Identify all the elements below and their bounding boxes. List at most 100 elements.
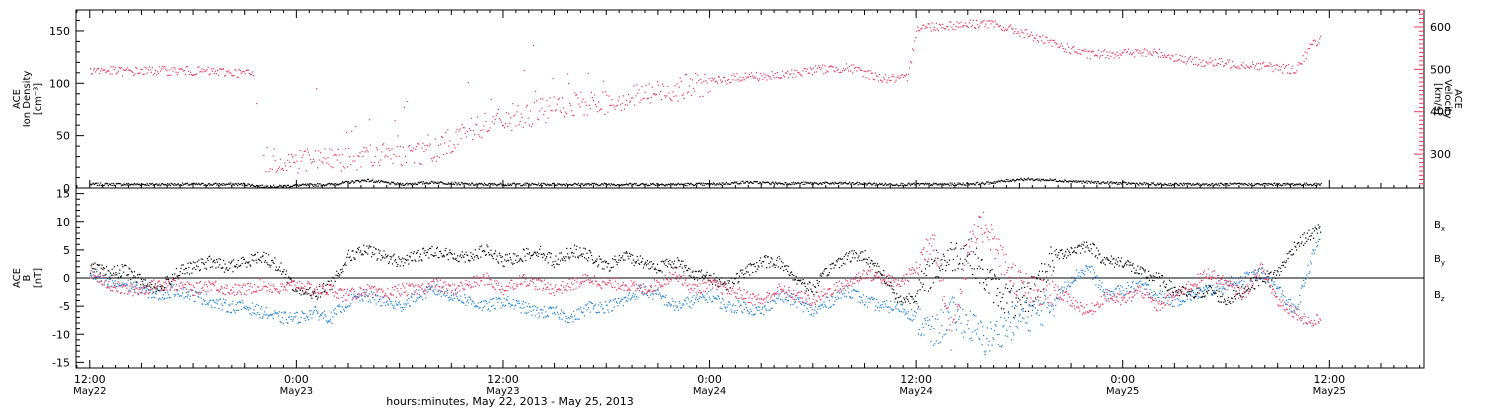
b-field-point-bx: [216, 259, 218, 261]
b-field-point-bx: [906, 295, 908, 297]
b-field-point-bx: [1148, 279, 1150, 281]
density-point: [195, 182, 197, 184]
b-field-point-by: [125, 282, 127, 285]
b-field-point-bx: [877, 271, 879, 273]
b-field-point-bx: [143, 279, 145, 281]
density-point: [765, 181, 767, 183]
velocity-point: [724, 76, 726, 78]
b-field-point-by: [516, 300, 518, 302]
density-point: [846, 183, 848, 185]
b-field-point-bx: [1283, 261, 1285, 263]
b-field-point-bx: [404, 262, 406, 264]
velocity-point: [656, 81, 659, 83]
b-field-point-bx: [1091, 253, 1093, 255]
density-point: [546, 183, 549, 185]
density-point: [278, 185, 280, 188]
velocity-point: [936, 28, 938, 30]
density-point: [1013, 179, 1015, 181]
density-point: [1186, 183, 1188, 185]
velocity-point: [476, 124, 478, 126]
b-field-point-bx: [1039, 278, 1041, 280]
velocity-point: [877, 80, 880, 82]
b-field-point-bx: [972, 273, 974, 276]
b-field-point-bx: [911, 296, 913, 298]
velocity-point: [1021, 31, 1023, 33]
b-field-point-bx: [440, 252, 442, 255]
density-point: [666, 184, 668, 186]
b-field-point-bx: [924, 268, 927, 270]
b-field-point-bx: [1244, 286, 1247, 288]
b-field-point-bx: [804, 282, 806, 284]
density-point: [614, 184, 617, 186]
density-point: [499, 183, 501, 185]
b-field-point-bx: [299, 289, 301, 291]
b-field-point-by: [183, 297, 185, 299]
density-point: [552, 182, 554, 185]
b-field-point-bx: [730, 277, 732, 279]
b-field-point-bx: [1280, 270, 1282, 273]
b-field-point-bx: [928, 265, 930, 267]
density-point: [279, 184, 281, 186]
velocity-point: [851, 64, 853, 66]
density-point: [951, 182, 953, 184]
b-field-point-bx: [538, 253, 540, 255]
b-field-point-bx: [1234, 298, 1236, 300]
velocity-point: [503, 124, 505, 127]
density-point: [239, 184, 241, 186]
density-point: [632, 184, 635, 186]
b-field-point-by: [157, 289, 159, 291]
b-field-point-bx: [675, 267, 677, 269]
density-point: [1272, 184, 1274, 187]
velocity-point: [833, 70, 835, 72]
b-field-point-bx: [907, 298, 909, 300]
b-field-point-bx: [311, 297, 313, 299]
velocity-point: [916, 30, 918, 32]
velocity-point: [617, 100, 619, 102]
b-field-point-bx: [962, 247, 965, 250]
velocity-point: [1118, 57, 1120, 59]
b-field-point-by: [200, 297, 202, 299]
b-field-point-by: [291, 316, 293, 318]
b-field-point-by: [420, 296, 422, 298]
density-point: [1234, 182, 1236, 184]
density-point: [411, 183, 413, 185]
velocity-point: [469, 129, 472, 132]
b-field-point-by: [523, 307, 525, 309]
b-field-point-by: [477, 306, 479, 308]
velocity-point: [103, 69, 105, 71]
density-point: [343, 182, 345, 184]
density-point: [227, 183, 229, 185]
b-field-point-bx: [411, 260, 413, 262]
density-point: [351, 180, 353, 182]
density-point: [377, 181, 379, 183]
b-field-point-bx: [339, 274, 341, 276]
velocity-point: [696, 82, 698, 84]
density-point: [447, 182, 450, 184]
density-point: [263, 186, 265, 188]
b-field-point-bx: [483, 249, 485, 251]
density-point: [1074, 181, 1076, 183]
velocity-point: [393, 153, 395, 156]
b-field-point-bx: [1069, 252, 1071, 254]
b-field-point-bx: [368, 245, 370, 247]
b-field-point-bx: [605, 261, 607, 263]
velocity-point: [695, 72, 697, 74]
velocity-point: [446, 152, 448, 155]
velocity-point: [1210, 62, 1212, 64]
density-point: [884, 183, 886, 185]
density-point: [639, 184, 641, 186]
b-field-point-bx: [463, 256, 465, 258]
velocity-point: [215, 73, 217, 75]
density-point: [781, 182, 783, 185]
b-field-point-by: [474, 306, 476, 308]
b-field-point-bx: [1285, 262, 1287, 264]
density-point: [387, 181, 389, 183]
density-point: [948, 185, 950, 187]
b-field-point-by: [297, 323, 299, 325]
b-field-point-bx: [1193, 296, 1195, 298]
velocity-point: [504, 127, 506, 129]
velocity-point: [152, 74, 154, 76]
b-field-point-bx: [1243, 287, 1245, 289]
b-field-point-bx: [89, 272, 91, 274]
density-point: [1076, 181, 1078, 183]
